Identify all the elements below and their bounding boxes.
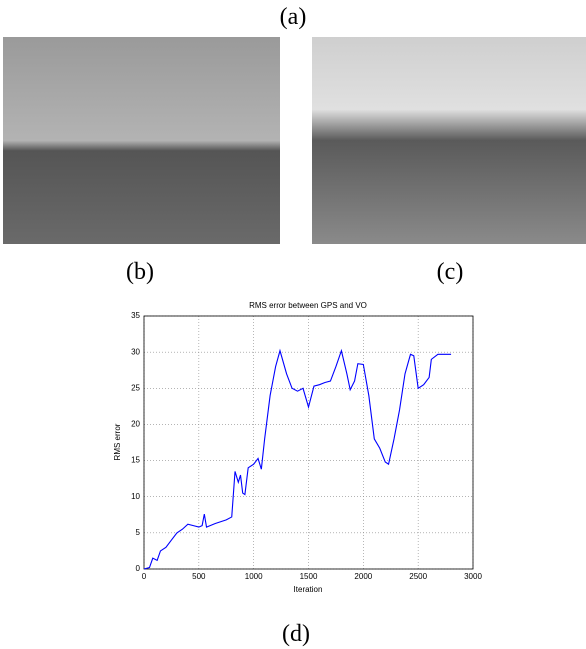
y-tick-label: 10 bbox=[131, 492, 140, 501]
y-tick-label: 30 bbox=[131, 347, 140, 356]
x-tick-label: 3000 bbox=[464, 572, 482, 581]
x-tick-label: 500 bbox=[192, 572, 206, 581]
data-line bbox=[143, 348, 452, 570]
y-axis-label: RMS error bbox=[113, 423, 122, 460]
x-tick-label: 0 bbox=[142, 572, 147, 581]
y-tick-label: 25 bbox=[131, 383, 140, 392]
y-tick-label: 15 bbox=[131, 456, 140, 465]
y-tick-label: 5 bbox=[136, 528, 141, 537]
x-tick-label: 2000 bbox=[354, 572, 372, 581]
x-tick-label: 1500 bbox=[300, 572, 318, 581]
panel-label: (b) bbox=[126, 259, 154, 285]
panel-label: (d) bbox=[282, 621, 310, 647]
x-tick-label: 1000 bbox=[245, 572, 263, 581]
panel-label: (c) bbox=[437, 259, 464, 285]
y-tick-label: 20 bbox=[131, 420, 140, 429]
chart-title: RMS error between GPS and VO bbox=[249, 301, 367, 310]
photo bbox=[3, 37, 280, 244]
y-tick-label: 0 bbox=[136, 564, 141, 573]
x-tick-label: 2500 bbox=[409, 572, 427, 581]
y-tick-label: 35 bbox=[131, 311, 140, 320]
photo bbox=[312, 37, 586, 244]
x-axis-label: Iteration bbox=[294, 585, 323, 594]
plot-frame bbox=[143, 315, 474, 570]
panel-label: (a) bbox=[280, 4, 307, 30]
